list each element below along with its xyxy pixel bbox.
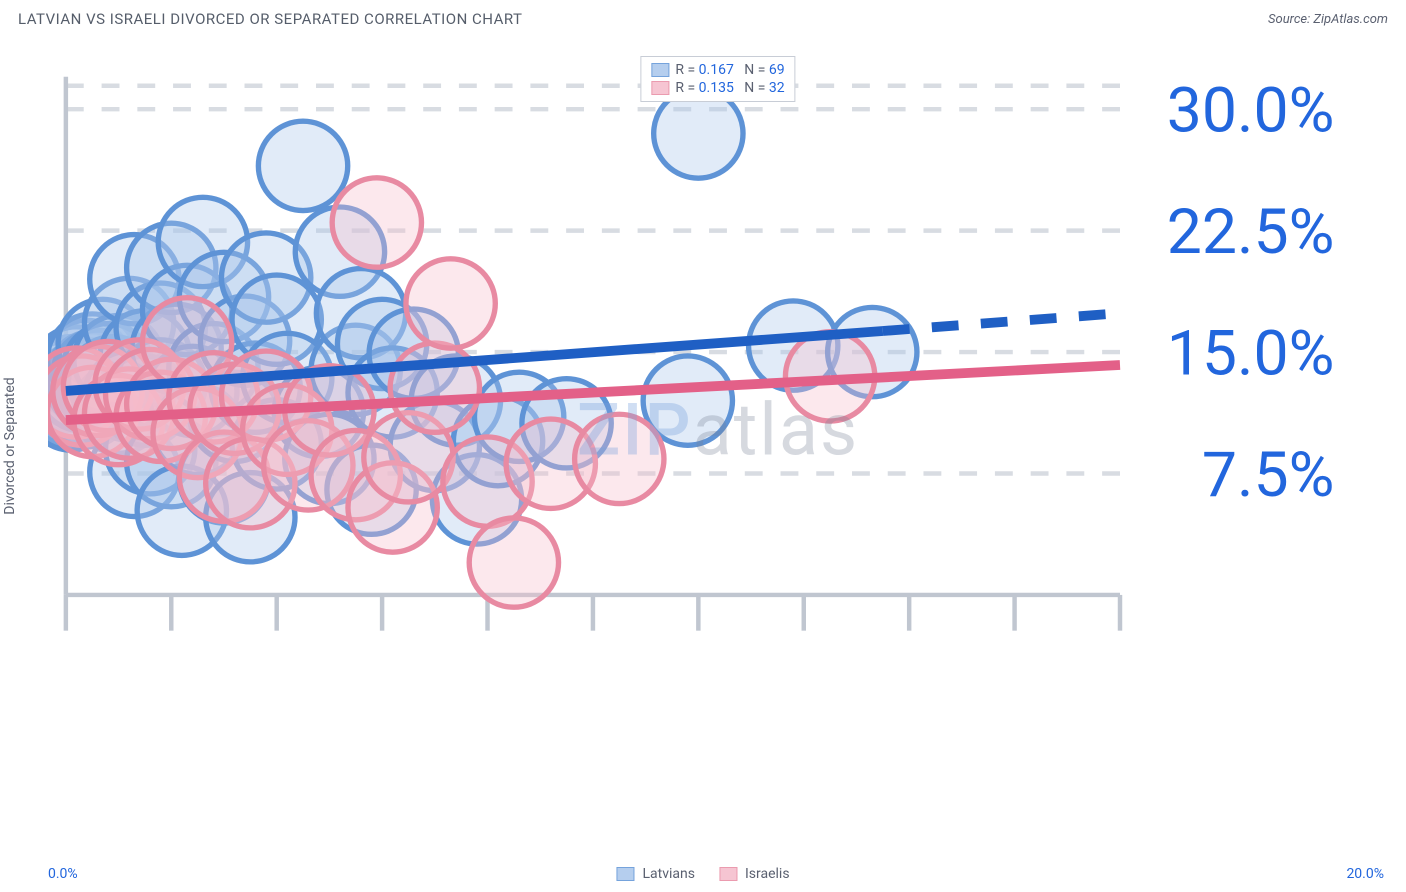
data-point	[575, 414, 664, 503]
svg-text:30.0%: 30.0%	[1167, 75, 1335, 148]
source-label: Source: ZipAtlas.com	[1268, 12, 1388, 27]
legend-item: Israelis	[719, 866, 790, 882]
legend-row: R = 0.135 N = 32	[651, 79, 784, 97]
data-point	[332, 178, 421, 267]
legend-item: Latvians	[616, 866, 695, 882]
regression-line-extrapolated	[883, 313, 1120, 331]
scatter-plot-svg: 7.5% 15.0% 22.5% 30.0%	[48, 50, 1388, 720]
legend-stats: R = 0.167 N = 69	[675, 62, 784, 78]
y-axis-label: Divorced or Separated	[2, 377, 18, 514]
legend-swatch	[616, 867, 634, 881]
legend-label: Israelis	[745, 866, 790, 882]
x-axis-min-label: 0.0%	[48, 866, 78, 882]
data-point	[469, 518, 558, 607]
legend-swatch	[651, 63, 669, 77]
correlation-legend: R = 0.167 N = 69 R = 0.135 N = 32	[640, 56, 795, 102]
data-point	[390, 343, 479, 432]
data-point	[406, 259, 495, 348]
legend-stats: R = 0.135 N = 32	[675, 80, 784, 96]
svg-text:15.0%: 15.0%	[1167, 317, 1335, 390]
chart-title: LATVIAN VS ISRAELI DIVORCED OR SEPARATED…	[18, 10, 522, 28]
legend-row: R = 0.167 N = 69	[651, 61, 784, 79]
svg-text:7.5%: 7.5%	[1202, 439, 1335, 512]
x-axis-max-label: 20.0%	[1346, 866, 1384, 882]
data-point	[654, 89, 743, 178]
data-point	[258, 121, 347, 210]
legend-swatch	[651, 81, 669, 95]
chart-area: 7.5%15.0%22.5%30.0% ZIPatlas R = 0.167 N…	[48, 50, 1388, 842]
legend-swatch	[719, 867, 737, 881]
svg-text:22.5%: 22.5%	[1167, 196, 1335, 269]
series-legend: Latvians Israelis	[616, 866, 789, 882]
legend-label: Latvians	[642, 866, 695, 882]
